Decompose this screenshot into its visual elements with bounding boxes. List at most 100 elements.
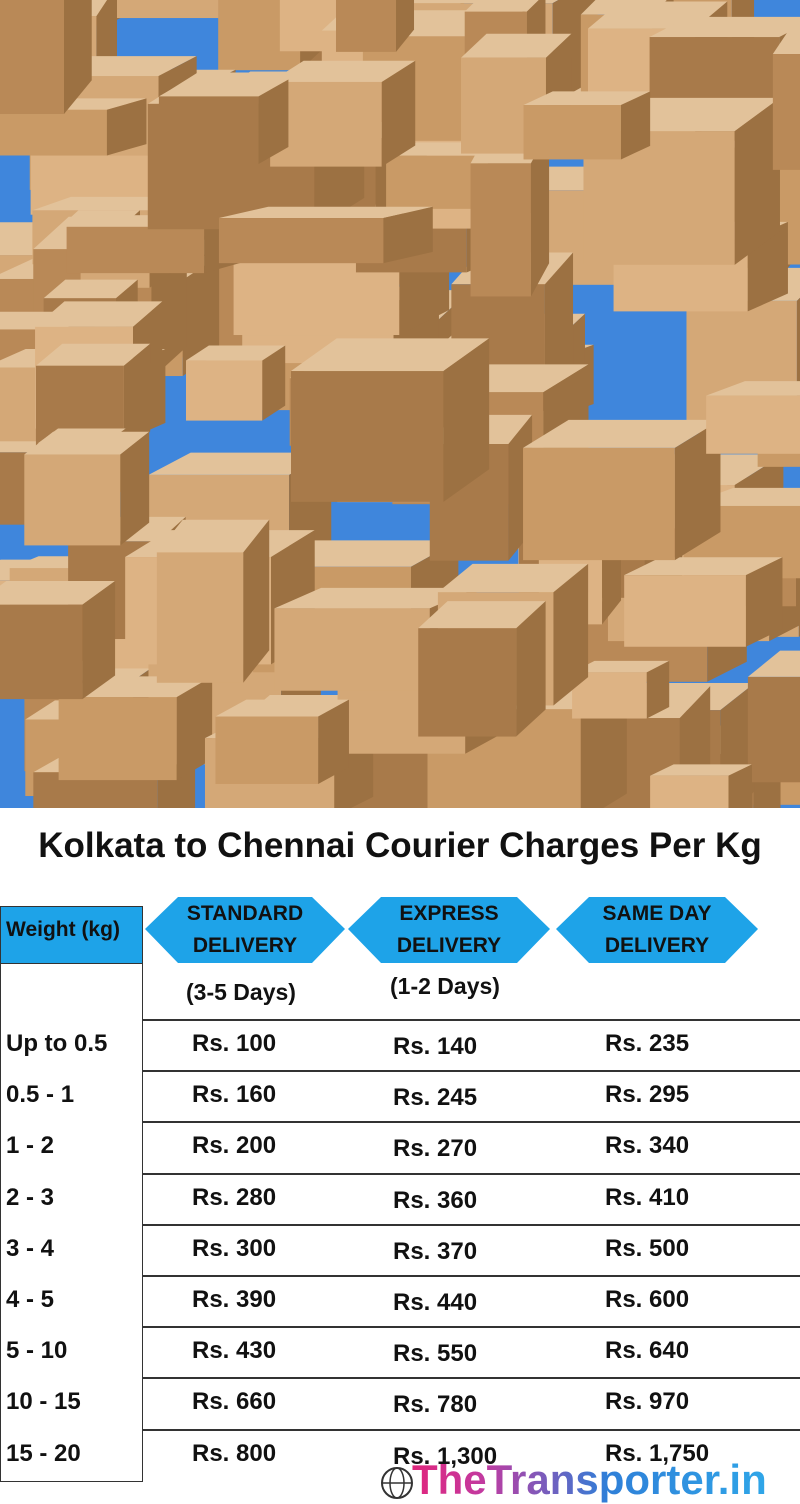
weight-cell: 0.5 - 1: [6, 1081, 75, 1109]
box: [620, 91, 651, 160]
column-header: STANDARD DELIVERY: [186, 902, 304, 957]
box: [215, 699, 349, 717]
column-subheader: (1-2 Days): [390, 973, 500, 999]
box: [418, 601, 546, 629]
box: [396, 0, 415, 52]
box: [94, 0, 242, 19]
box: [158, 96, 259, 164]
box: [35, 343, 151, 366]
box: [523, 447, 675, 561]
row-line: [142, 1377, 800, 1380]
price-cell: Rs. 1,750: [605, 1439, 710, 1467]
box: [218, 206, 433, 219]
box: [0, 581, 116, 605]
price-cell: Rs. 160: [192, 1081, 277, 1109]
header-badge: [556, 897, 758, 963]
box: [624, 557, 783, 576]
box: [290, 371, 444, 502]
box: [650, 775, 729, 808]
price-cell: Rs. 800: [192, 1439, 277, 1467]
header-badge: [348, 897, 550, 963]
box: [728, 764, 753, 808]
box: [58, 697, 177, 781]
box: [185, 360, 263, 421]
box: [572, 660, 670, 673]
box: [516, 601, 546, 737]
box: [437, 563, 589, 593]
row-line: [142, 1172, 800, 1175]
row-line: [142, 1121, 800, 1124]
price-cell: Rs. 780: [393, 1391, 478, 1419]
price-cell: Rs. 270: [393, 1135, 478, 1163]
box: [148, 452, 332, 475]
box: [0, 109, 107, 156]
box: [470, 163, 531, 297]
box: [772, 25, 800, 55]
weight-cell: 2 - 3: [6, 1183, 55, 1211]
box: [383, 206, 433, 264]
box: [649, 16, 800, 38]
row-line: [142, 1070, 800, 1073]
box: [381, 60, 416, 167]
box: [218, 218, 384, 264]
weight-header-cell: [0, 906, 143, 964]
row-line: [142, 1223, 800, 1226]
box: [66, 226, 205, 274]
box: [523, 91, 651, 106]
box: [734, 97, 780, 265]
header-shapes: [145, 897, 758, 963]
box: [745, 557, 783, 647]
price-cell: Rs. 1,300: [393, 1442, 498, 1470]
box: [572, 672, 647, 719]
box: [747, 650, 800, 677]
price-cell: Rs. 430: [192, 1337, 277, 1365]
box: [106, 98, 147, 156]
price-cell: Rs. 440: [393, 1289, 478, 1316]
box: [215, 716, 319, 784]
price-cell: Rs. 140: [393, 1033, 478, 1060]
row-line: [142, 1326, 800, 1329]
box: [706, 381, 800, 396]
box: [464, 0, 539, 12]
price-cell: Rs. 235: [605, 1030, 690, 1057]
box: [82, 581, 116, 700]
weight-cell: 5 - 10: [6, 1337, 68, 1365]
price-cell: Rs. 640: [605, 1337, 690, 1365]
price-cell: Rs. 370: [393, 1237, 478, 1265]
box: [0, 0, 65, 115]
price-cell: Rs. 280: [192, 1183, 277, 1211]
row-line: [142, 1275, 800, 1277]
box: [443, 338, 490, 502]
header-badge: [145, 897, 345, 963]
column-header: SAME DAY DELIVERY: [602, 902, 712, 957]
price-cell: Rs. 410: [605, 1183, 690, 1211]
logo: TheTransporter.in: [412, 1456, 767, 1503]
box: [290, 338, 490, 372]
weight-cell: Up to 0.5: [6, 1030, 108, 1057]
box: [270, 60, 416, 82]
price-cell: Rs. 200: [192, 1132, 277, 1160]
box: [24, 454, 121, 546]
price-cell: Rs. 295: [605, 1081, 690, 1109]
box: [650, 764, 753, 776]
box: [274, 608, 430, 691]
price-cell: Rs. 500: [605, 1234, 690, 1262]
box: [553, 563, 589, 706]
box: [624, 575, 746, 647]
box: [156, 552, 244, 683]
box: [185, 345, 286, 361]
title: Kolkata to Chennai Courier Charges Per K…: [38, 826, 762, 865]
box: [176, 676, 213, 781]
box: [747, 676, 800, 783]
weight-cell: 3 - 4: [6, 1234, 55, 1262]
globe-icon: [381, 1467, 413, 1499]
price-cell: Rs. 970: [605, 1388, 690, 1416]
weight-cell: 4 - 5: [6, 1286, 55, 1313]
box: [243, 519, 270, 683]
price-cell: Rs. 550: [393, 1340, 478, 1368]
box: [772, 54, 800, 170]
weight-cell: 10 - 15: [6, 1388, 81, 1416]
weight-cell: 15 - 20: [6, 1439, 81, 1467]
box: [530, 130, 550, 297]
box: [461, 33, 572, 58]
